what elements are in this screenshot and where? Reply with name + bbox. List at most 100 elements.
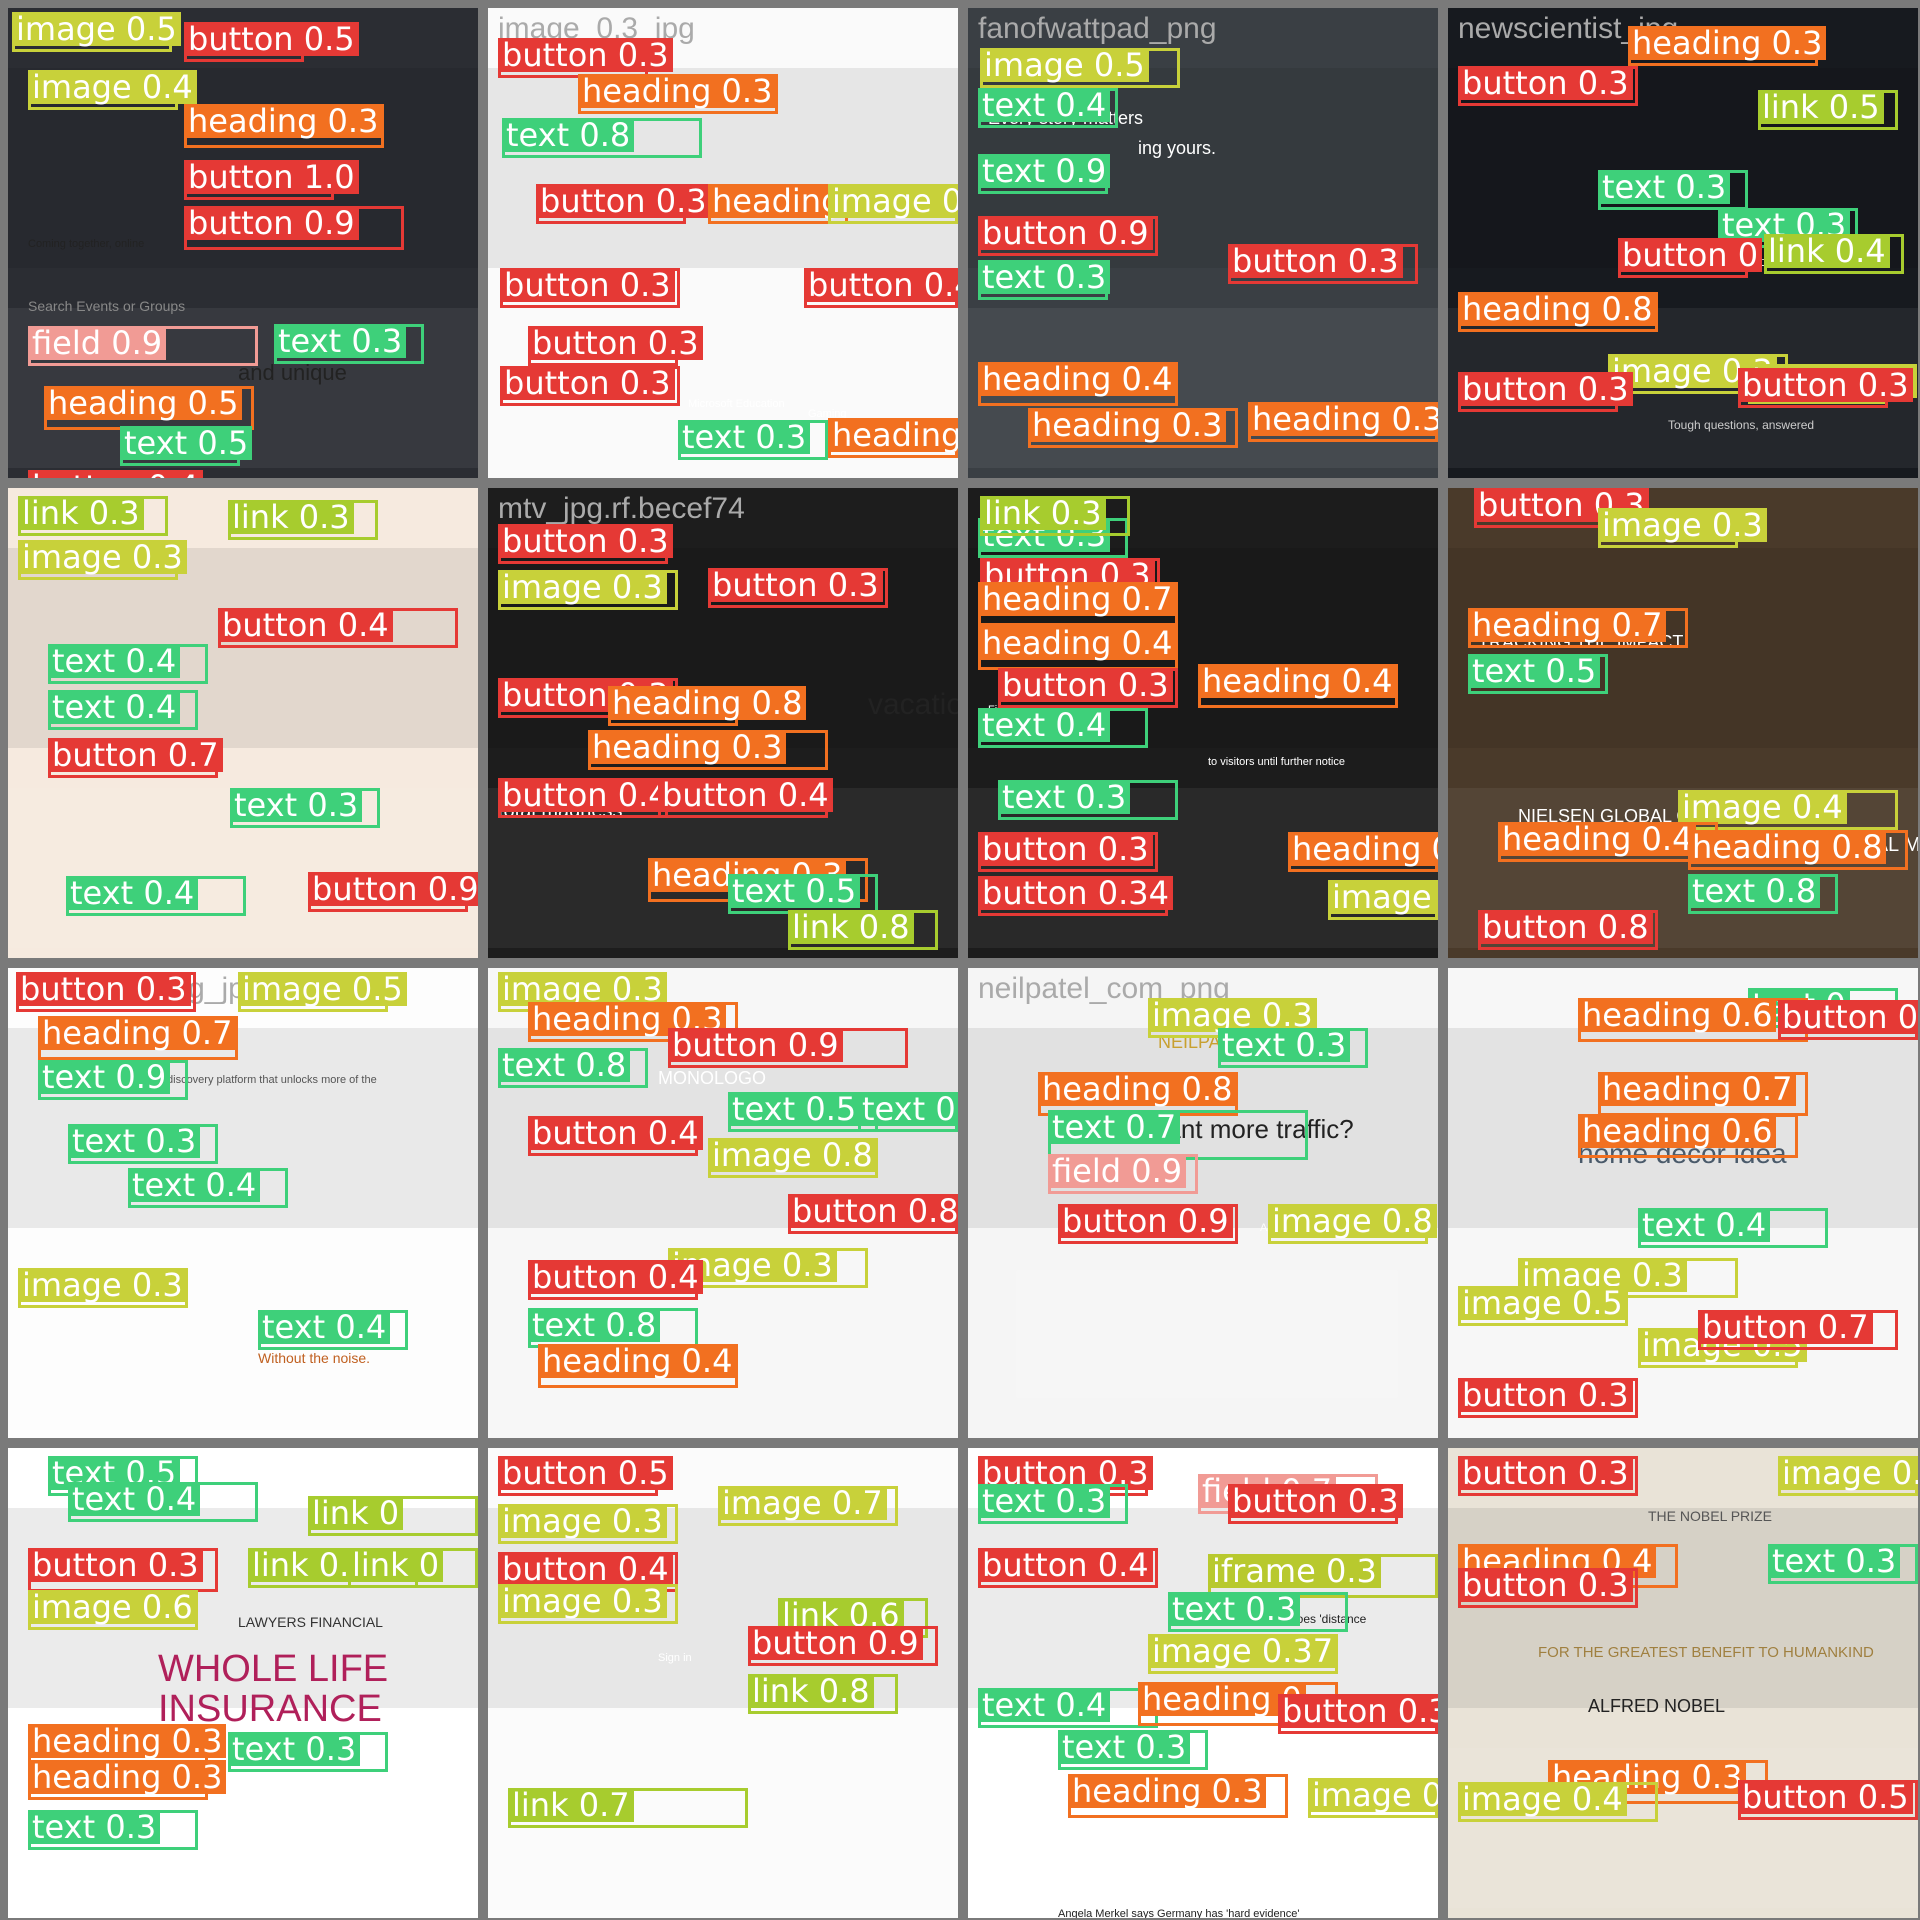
detection-box-button: button 0.5	[184, 20, 359, 62]
detection-confidence: 0.4	[647, 1114, 699, 1152]
detection-confidence: 0.8	[1181, 1070, 1233, 1108]
detection-label: text 0.4	[68, 1482, 201, 1516]
detection-box-button: button 0.3	[500, 366, 680, 406]
detection-box-button: button 0.34	[978, 876, 1173, 916]
detection-label: image 0.3	[18, 1268, 187, 1302]
detection-box-button: button 0.3	[1458, 1378, 1638, 1418]
detection-class: text	[982, 706, 1046, 744]
detection-box-heading: heading 0.4	[1498, 822, 1718, 862]
detection-box-image: image 0.5	[980, 48, 1180, 88]
detection-confidence: 0.3	[327, 102, 379, 140]
detection-confidence: 0.5	[1857, 1778, 1909, 1816]
detection-label: button 0.3	[1278, 1694, 1438, 1728]
detection-class: button	[32, 468, 138, 478]
detection-class: heading	[1632, 24, 1762, 62]
detection-box-link: link 0	[308, 1496, 478, 1536]
detection-confidence: 0.3	[1295, 1026, 1347, 1064]
detection-confidence: 0.3	[298, 498, 350, 536]
detection-box-image: image 0.3	[828, 184, 958, 224]
detection-confidence: 0.4	[1055, 1686, 1107, 1724]
detection-label: text 0.3	[1598, 170, 1731, 204]
page-text: THE NOBEL PRIZE	[1648, 1508, 1772, 1524]
detection-label: text 0.4	[978, 706, 1111, 744]
detection-box-button: button 0.9	[748, 1626, 938, 1666]
detection-box-heading: heading 0.7	[38, 1016, 238, 1060]
detection-confidence: 0.8	[575, 1046, 627, 1084]
detection-label: text 0.4	[978, 88, 1111, 122]
detection-box-text: text 0.8	[502, 118, 702, 158]
page-background-block	[1448, 1508, 1918, 1708]
detection-confidence: 0.3	[1577, 370, 1629, 408]
detection-label: button 0.4	[528, 1260, 703, 1294]
detection-box-heading: heading 0.3	[578, 74, 778, 114]
detection-confidence: 0.8	[1765, 872, 1817, 910]
detection-box-heading: heading 0.3	[528, 1002, 738, 1042]
detection-class: heading	[42, 1014, 172, 1052]
detection-class: heading	[582, 72, 712, 110]
detection-class: heading	[1042, 1070, 1172, 1108]
detection-confidence: 0.3	[307, 786, 359, 824]
detection-confidence: 0.8	[579, 116, 631, 154]
detection-class: text	[1692, 872, 1756, 910]
detection-confidence: 0.3	[611, 1582, 663, 1620]
detection-box-button: button 0.4	[28, 468, 203, 478]
detection-class: heading	[1252, 400, 1382, 438]
detection-class: button	[52, 736, 158, 774]
detection-label: button 0.3	[1458, 1378, 1633, 1412]
detection-label: heading 0.3	[588, 730, 787, 764]
detection-label: image 0.4	[1678, 790, 1847, 824]
detection-box-image: image 0.7	[718, 1486, 898, 1526]
detection-class: image	[1152, 1632, 1252, 1670]
detection-class: button	[20, 970, 126, 1008]
page-text: ALFRED NOBEL	[1588, 1696, 1726, 1716]
detection-confidence: 0.9	[1097, 214, 1149, 252]
detection-label: image 0.37	[1148, 1632, 1338, 1670]
detection-label: heading 0.3	[28, 1724, 227, 1758]
detection-class: button	[502, 522, 608, 560]
detection-box-heading: heading 0.7	[978, 582, 1178, 626]
detection-class: heading	[32, 1758, 162, 1796]
detection-box-image: image 0.3	[498, 570, 678, 610]
detection-box-text: text 0.3	[274, 324, 424, 364]
detection-box-button: button 0.8	[788, 1194, 958, 1234]
detection-label: link 0.4	[1764, 234, 1890, 268]
detection-label: text 0.4	[48, 688, 181, 726]
detection-box-link: link 0	[348, 1548, 478, 1588]
detection-class: heading	[1462, 290, 1592, 328]
detection-confidence: 0.3	[1055, 258, 1107, 296]
screenshot-tile: mix_com_png_jpg.rfA curated internetWith…	[8, 968, 478, 1438]
detection-label: text 0.7	[1048, 1110, 1181, 1144]
detection-box-text: text 0.4	[48, 690, 198, 730]
detection-box-image: image 0.4	[1778, 1456, 1918, 1496]
detection-box-text: text 0.3	[978, 258, 1111, 300]
detection-confidence: 0.3	[619, 364, 671, 402]
detection-box-text: text 0.8	[1688, 874, 1838, 914]
detection-label: button 1.0	[184, 160, 359, 194]
detection-class: image	[32, 1588, 132, 1626]
detection-box-button: button 0.3	[1458, 1456, 1638, 1496]
detection-class: text	[1002, 778, 1066, 816]
detection-box-button: button 1.0	[184, 160, 359, 200]
detection-label: link 0.3	[228, 500, 354, 534]
detection-label: text 0.3	[68, 1124, 201, 1158]
detection-class: heading	[982, 360, 1112, 398]
detection-class: link	[312, 1494, 369, 1532]
detection-confidence: 0.3	[1117, 666, 1169, 704]
detection-class: image	[1272, 1202, 1372, 1240]
detection-class: text	[732, 872, 796, 910]
detection-label: button 0.8	[788, 1194, 958, 1228]
detection-box-image: image 0.3	[18, 1268, 188, 1308]
detection-label: image 0.4	[1458, 1782, 1627, 1816]
detection-box-image: image 0.37	[1148, 1634, 1338, 1674]
detection-confidence: 0.7	[181, 1014, 233, 1052]
detection-class: button	[188, 20, 294, 58]
detection-label: image 0.3	[498, 1504, 667, 1538]
detection-box-button: button 0.3	[16, 972, 196, 1012]
detection-box-button: button 0.3	[28, 1548, 218, 1592]
detection-box-button: button 0.9	[308, 872, 478, 912]
detection-box-text: text 0.3	[28, 1810, 198, 1850]
detection-confidence: 0.4	[335, 1308, 387, 1346]
detection-box-button: button 0.3	[1458, 66, 1638, 106]
detection-class: text	[52, 688, 116, 726]
